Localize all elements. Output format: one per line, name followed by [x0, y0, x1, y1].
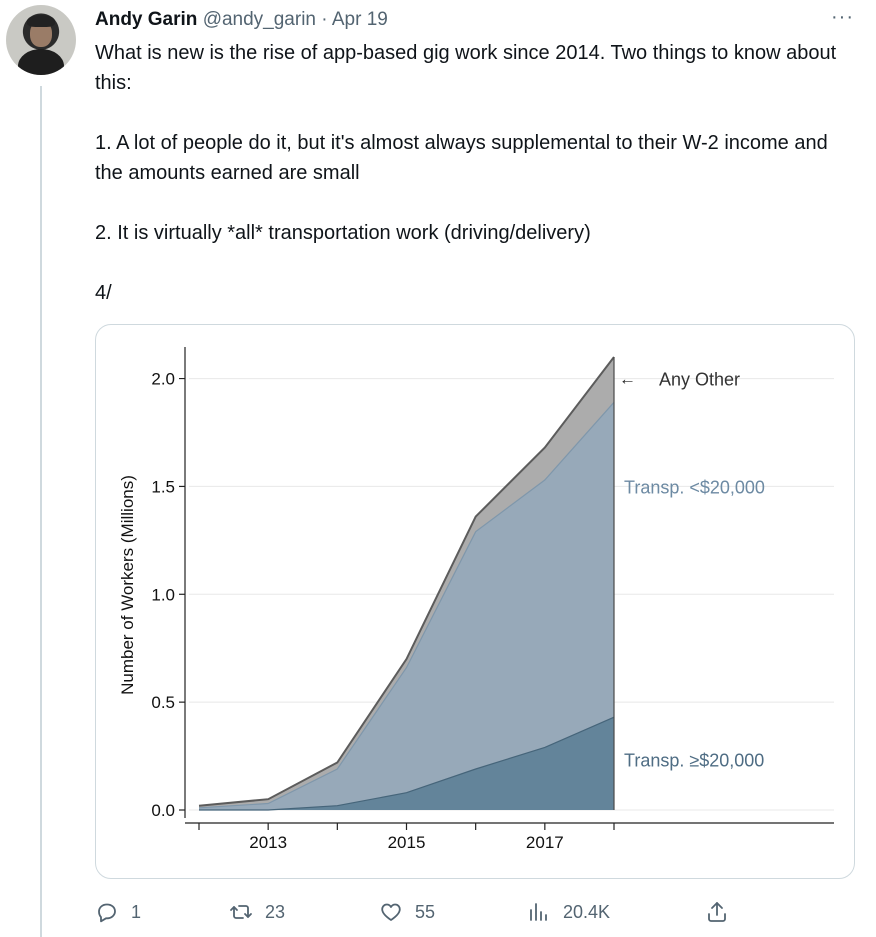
area-transp-low-edge	[198, 401, 615, 809]
more-options-icon[interactable]: ···	[831, 6, 854, 28]
share-icon	[708, 902, 726, 922]
y-tick-label: 2.0	[151, 370, 175, 389]
tweet-paragraph: 1. A lot of people do it, but it's almos…	[95, 132, 828, 184]
label-transp-low: Transp. <$20,000	[624, 477, 765, 497]
area-transp-high	[199, 717, 614, 810]
heart-icon	[381, 903, 401, 921]
action-bar: 1 23 55 20.4K	[95, 895, 855, 929]
x-tick-label: 2013	[249, 833, 287, 852]
y-tick-label: 1.5	[151, 477, 175, 496]
tweet-header: Andy Garin @andy_garin · Apr 19	[95, 8, 856, 34]
y-tick-label: 0.5	[151, 693, 175, 712]
annotation-arrow: ←	[619, 370, 636, 389]
area-transp-low	[199, 402, 614, 810]
tweet-date[interactable]: Apr 19	[331, 9, 388, 30]
area-transp-high-edge	[199, 716, 615, 811]
tweet-paragraph: What is new is the rise of app-based gig…	[95, 42, 837, 94]
chart-image[interactable]: 0.0 0.5 1.0 1.5 2.0 2013 2015 2017 Number of Wor…	[95, 324, 855, 879]
author-name[interactable]: Andy Garin	[95, 9, 198, 30]
retweet-button[interactable]: 23	[229, 895, 285, 929]
author-handle[interactable]: @andy_garin	[202, 9, 316, 30]
views-icon	[530, 903, 547, 921]
y-tick-label: 1.0	[151, 585, 175, 604]
label-transp-high: Transp. ≥$20,000	[624, 750, 764, 770]
share-button[interactable]	[705, 895, 741, 929]
retweet-icon	[230, 905, 252, 919]
avatar-face	[30, 21, 52, 47]
tweet-paragraph: 2. It is virtually *all* transportation …	[95, 222, 591, 244]
y-tick-label: 0.0	[151, 801, 175, 820]
avatar-shirt	[18, 49, 64, 75]
retweet-count: 23	[265, 901, 286, 922]
tweet-text: What is new is the rise of app-based gig…	[95, 38, 855, 308]
like-count: 55	[415, 901, 436, 922]
views-count: 20.4K	[563, 901, 611, 922]
header-separator: ·	[321, 9, 328, 30]
x-tick-label: 2015	[388, 833, 426, 852]
reply-count: 1	[131, 901, 142, 922]
y-axis-label: Number of Workers (Millions)	[118, 475, 137, 695]
like-button[interactable]: 55	[379, 895, 435, 929]
avatar[interactable]	[6, 5, 76, 75]
tweet-paragraph: 4/	[95, 282, 112, 304]
reply-button[interactable]: 1	[95, 895, 141, 929]
avatar-hair	[27, 15, 55, 27]
views-button[interactable]: 20.4K	[527, 895, 610, 929]
x-tick-label: 2017	[526, 833, 564, 852]
label-any-other: Any Other	[659, 370, 740, 390]
thread-line	[40, 86, 42, 937]
chart-svg: 0.0 0.5 1.0 1.5 2.0 2013 2015 2017 Number of Wor…	[118, 347, 834, 852]
reply-icon	[98, 903, 116, 923]
area-any-other-edge	[198, 356, 615, 807]
